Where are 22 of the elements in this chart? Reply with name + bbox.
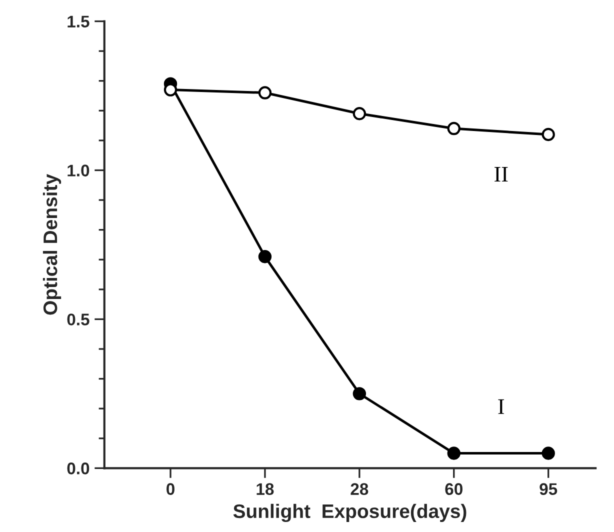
series-label: I	[498, 399, 504, 414]
x-tick-label: 95	[540, 483, 558, 495]
x-tick-label: 60	[445, 483, 462, 495]
x-tick-label: 0	[166, 483, 174, 495]
point	[258, 250, 272, 264]
series-label: II	[494, 166, 508, 182]
x-axis-title: Sunlight Exposure(days)	[233, 504, 466, 522]
y-tick-label: 0.5	[67, 314, 90, 326]
y-tick-label: 1.5	[68, 16, 90, 28]
y-tick-label: 1.0	[68, 164, 90, 176]
point	[447, 446, 460, 460]
point	[542, 128, 555, 142]
point	[164, 83, 178, 96]
point	[352, 387, 366, 400]
x-tick-label: 18	[256, 483, 274, 495]
y-axis-title: Optical Density	[42, 174, 62, 315]
point	[542, 446, 555, 460]
point	[447, 122, 460, 136]
y-tick-label: 0.0	[67, 462, 90, 474]
point	[352, 107, 366, 120]
point	[258, 86, 272, 100]
x-tick-label: 28	[350, 483, 368, 495]
